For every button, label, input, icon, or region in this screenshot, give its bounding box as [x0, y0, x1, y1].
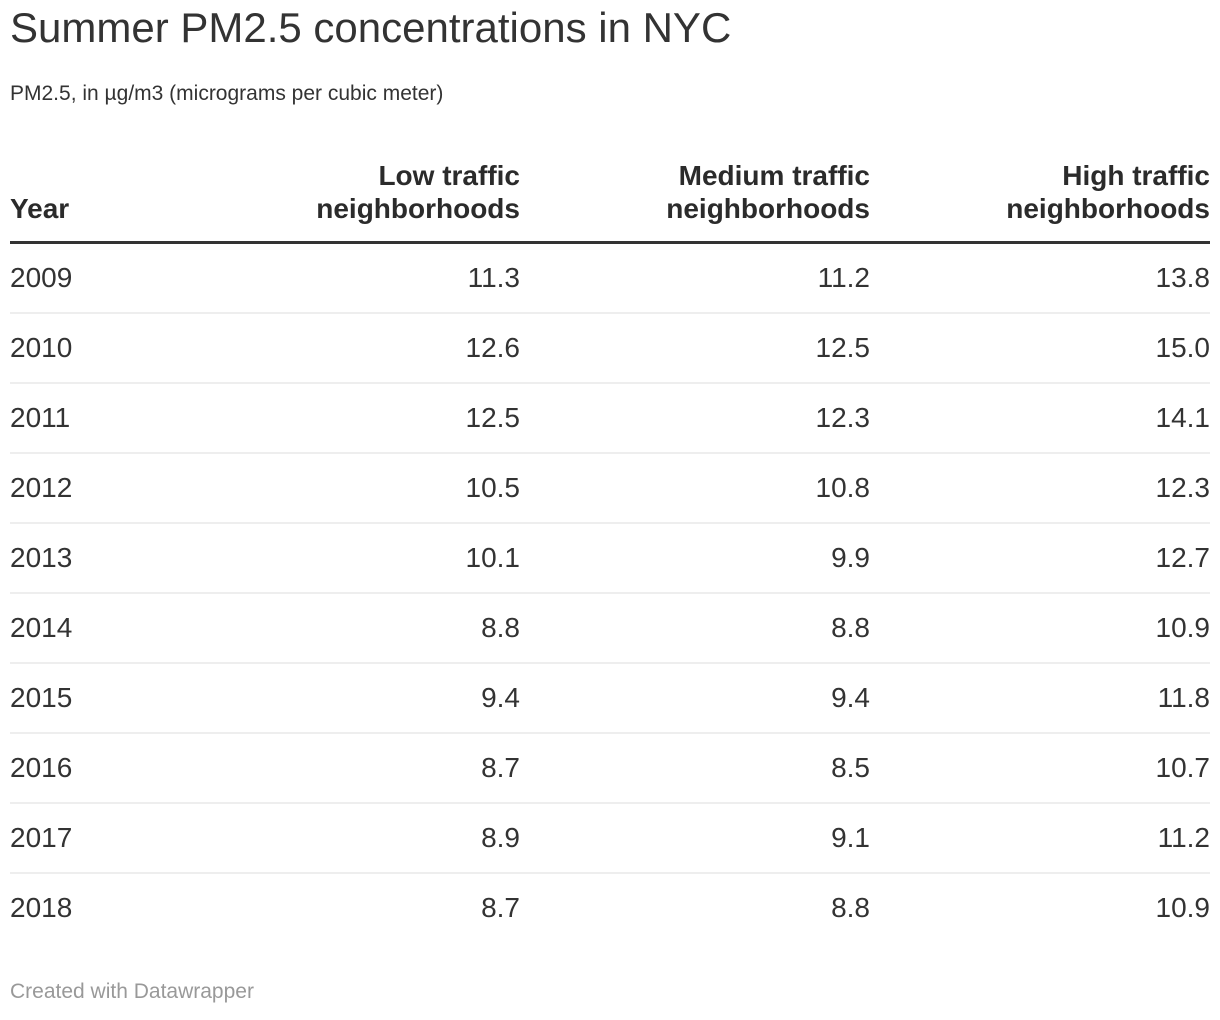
- value-cell: 10.1: [185, 523, 520, 595]
- attribution-line: Created with Datawrapper: [10, 980, 1210, 1003]
- year-cell: 2009: [10, 242, 185, 315]
- table-row: 2018 8.7 8.8 10.9: [10, 873, 1210, 942]
- value-cell: 12.5: [185, 383, 520, 455]
- value-cell: 10.7: [870, 733, 1210, 805]
- year-cell: 2015: [10, 663, 185, 735]
- value-cell: 15.0: [870, 313, 1210, 385]
- year-cell: 2012: [10, 453, 185, 525]
- value-cell: 9.4: [185, 663, 520, 735]
- table-row: 2016 8.7 8.5 10.7: [10, 733, 1210, 805]
- value-cell: 9.9: [520, 523, 870, 595]
- year-cell: 2017: [10, 803, 185, 875]
- value-cell: 8.8: [185, 593, 520, 665]
- value-cell: 11.8: [870, 663, 1210, 735]
- value-cell: 9.1: [520, 803, 870, 875]
- table-row: 2010 12.6 12.5 15.0: [10, 313, 1210, 385]
- column-header-medium-traffic: Medium traffic neighborhoods: [520, 129, 870, 245]
- chart-description: PM2.5, in µg/m3 (micrograms per cubic me…: [10, 82, 444, 106]
- table-row: 2017 8.9 9.1 11.2: [10, 803, 1210, 875]
- year-cell: 2014: [10, 593, 185, 665]
- value-cell: 14.1: [870, 383, 1210, 455]
- value-cell: 11.2: [870, 803, 1210, 875]
- value-cell: 8.7: [481, 892, 520, 924]
- value-cell: 12.7: [870, 523, 1210, 595]
- value-cell: 12.3: [870, 453, 1210, 525]
- data-table: Year Low traffic neighborhoods Medium tr…: [10, 129, 1210, 942]
- value-cell: 8.7: [185, 733, 520, 805]
- column-header-low-traffic: Low traffic neighborhoods: [185, 129, 520, 245]
- table-header-row: Year Low traffic neighborhoods Medium tr…: [10, 129, 1210, 245]
- year-cell: 2011: [10, 383, 185, 455]
- column-header-year: Year: [10, 129, 185, 245]
- year-cell: 2010: [10, 313, 185, 385]
- value-cell: 10.9: [1155, 892, 1211, 924]
- table-row: 2014 8.8 8.8 10.9: [10, 593, 1210, 665]
- table-row: 2012 10.5 10.8 12.3: [10, 453, 1210, 525]
- table-row: 2011 12.5 12.3 14.1: [10, 383, 1210, 455]
- datawrapper-attribution-link[interactable]: Created with Datawrapper: [10, 980, 254, 1004]
- value-cell: 12.3: [520, 383, 870, 455]
- value-cell: 9.4: [520, 663, 870, 735]
- table-row: 2009 11.3 11.2 13.8: [10, 242, 1210, 315]
- value-cell: 12.6: [185, 313, 520, 385]
- value-cell: 8.8: [520, 593, 870, 665]
- year-cell: 2018: [10, 892, 73, 924]
- value-cell: 10.9: [870, 593, 1210, 665]
- value-cell: 11.2: [520, 242, 870, 315]
- value-cell: 11.3: [185, 242, 520, 315]
- column-header-high-traffic: High traffic neighborhoods: [870, 129, 1210, 245]
- year-cell: 2016: [10, 733, 185, 805]
- table-row: 2013 10.1 9.9 12.7: [10, 523, 1210, 595]
- chart-title: Summer PM2.5 concentrations in NYC: [10, 4, 732, 51]
- value-cell: 12.5: [520, 313, 870, 385]
- value-cell: 10.5: [185, 453, 520, 525]
- table-row: 2015 9.4 9.4 11.8: [10, 663, 1210, 735]
- value-cell: 10.8: [520, 453, 870, 525]
- value-cell: 8.5: [520, 733, 870, 805]
- value-cell: 8.9: [185, 803, 520, 875]
- value-cell: 8.8: [831, 892, 870, 924]
- value-cell: 13.8: [870, 242, 1210, 315]
- year-cell: 2013: [10, 523, 185, 595]
